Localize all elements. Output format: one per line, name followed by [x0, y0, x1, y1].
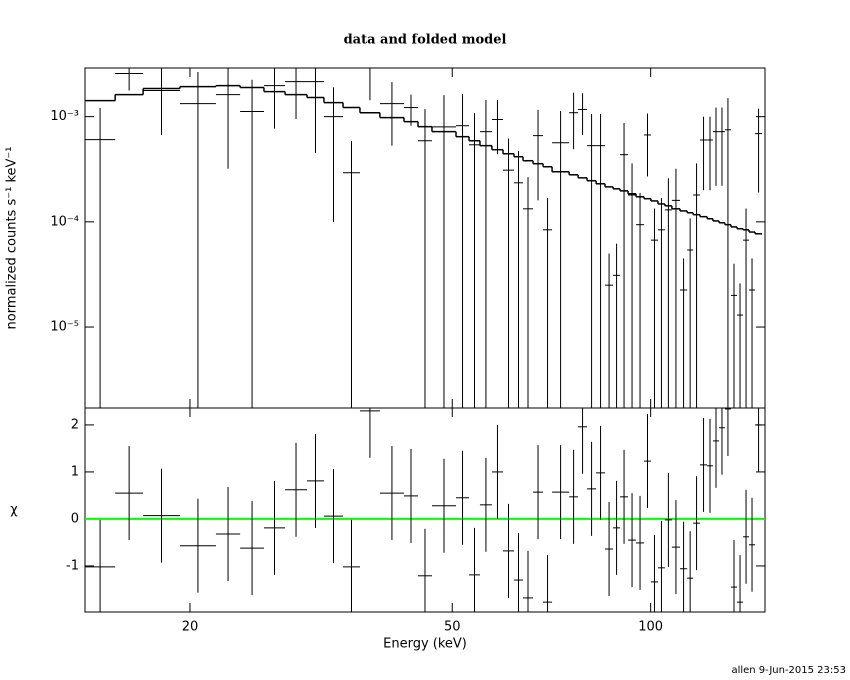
x-axis-label: Energy (keV)	[383, 637, 467, 652]
x-tick-label: 100	[638, 620, 663, 635]
y-tick-label: 10⁻⁵	[50, 320, 79, 335]
x-tick-label: 20	[182, 620, 199, 635]
y-axis-label: χ	[10, 503, 18, 518]
y-tick-label: 2	[71, 417, 79, 432]
y-tick-label: 10⁻³	[50, 109, 79, 124]
y-tick-label: 10⁻⁴	[50, 214, 79, 229]
footer: allen 9-Jun-2015 23:53	[731, 665, 846, 676]
y-axis-label: normalized counts s⁻¹ keV⁻¹	[5, 147, 20, 330]
y-tick-label: -1	[66, 558, 79, 573]
x-tick-label: 50	[444, 620, 461, 635]
y-tick-label: 0	[71, 511, 79, 526]
y-tick-label: 1	[71, 464, 79, 479]
chart-title: data and folded model	[344, 33, 507, 48]
